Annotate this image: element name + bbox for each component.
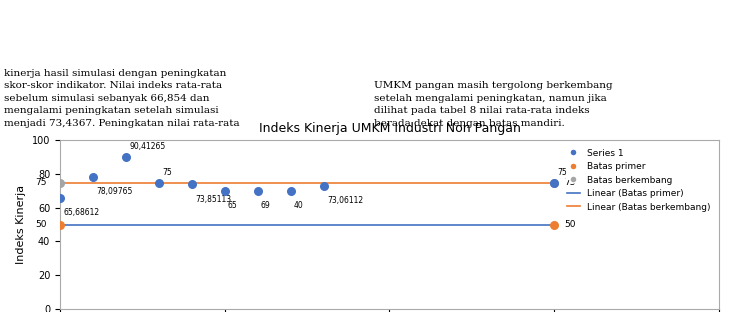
Text: 73,85113: 73,85113 xyxy=(195,195,231,203)
Text: 65,68612: 65,68612 xyxy=(63,208,100,217)
Point xyxy=(54,222,66,227)
Text: 50: 50 xyxy=(35,220,46,229)
Point xyxy=(153,180,165,185)
Title: Indeks Kinerja UMKM Industri Non Pangan: Indeks Kinerja UMKM Industri Non Pangan xyxy=(258,122,521,135)
Text: 73,06112: 73,06112 xyxy=(327,196,363,205)
Text: 40: 40 xyxy=(294,201,303,210)
Legend: Series 1, Batas primer, Batas berkembang, Linear (Batas primer), Linear (Batas b: Series 1, Batas primer, Batas berkembang… xyxy=(563,145,715,215)
Text: 78,09765: 78,09765 xyxy=(96,188,133,197)
Text: 75: 75 xyxy=(557,168,567,178)
Point xyxy=(219,188,231,193)
Text: 75: 75 xyxy=(162,168,172,178)
Point xyxy=(548,180,560,185)
Point xyxy=(54,180,66,185)
Point xyxy=(318,183,330,188)
Text: 50: 50 xyxy=(564,220,576,229)
Point xyxy=(54,196,66,201)
Text: 65: 65 xyxy=(228,201,237,210)
Point xyxy=(186,182,198,187)
Text: 90,41265: 90,41265 xyxy=(129,143,166,152)
Text: 69: 69 xyxy=(261,201,270,210)
Text: 75: 75 xyxy=(564,178,576,187)
Point xyxy=(87,175,99,180)
Point xyxy=(548,222,560,227)
Point xyxy=(120,154,132,159)
Point xyxy=(285,188,297,193)
Point xyxy=(548,180,560,185)
Text: UMKM pangan masih tergolong berkembang
setelah mengalami peningkatan, namun jika: UMKM pangan masih tergolong berkembang s… xyxy=(374,81,613,128)
Point xyxy=(252,188,264,193)
Y-axis label: Indeks Kinerja: Indeks Kinerja xyxy=(16,185,26,264)
Text: 75: 75 xyxy=(35,178,46,187)
Text: kinerja hasil simulasi dengan peningkatan
skor-skor indikator. Nilai indeks rata: kinerja hasil simulasi dengan peningkata… xyxy=(4,69,240,128)
